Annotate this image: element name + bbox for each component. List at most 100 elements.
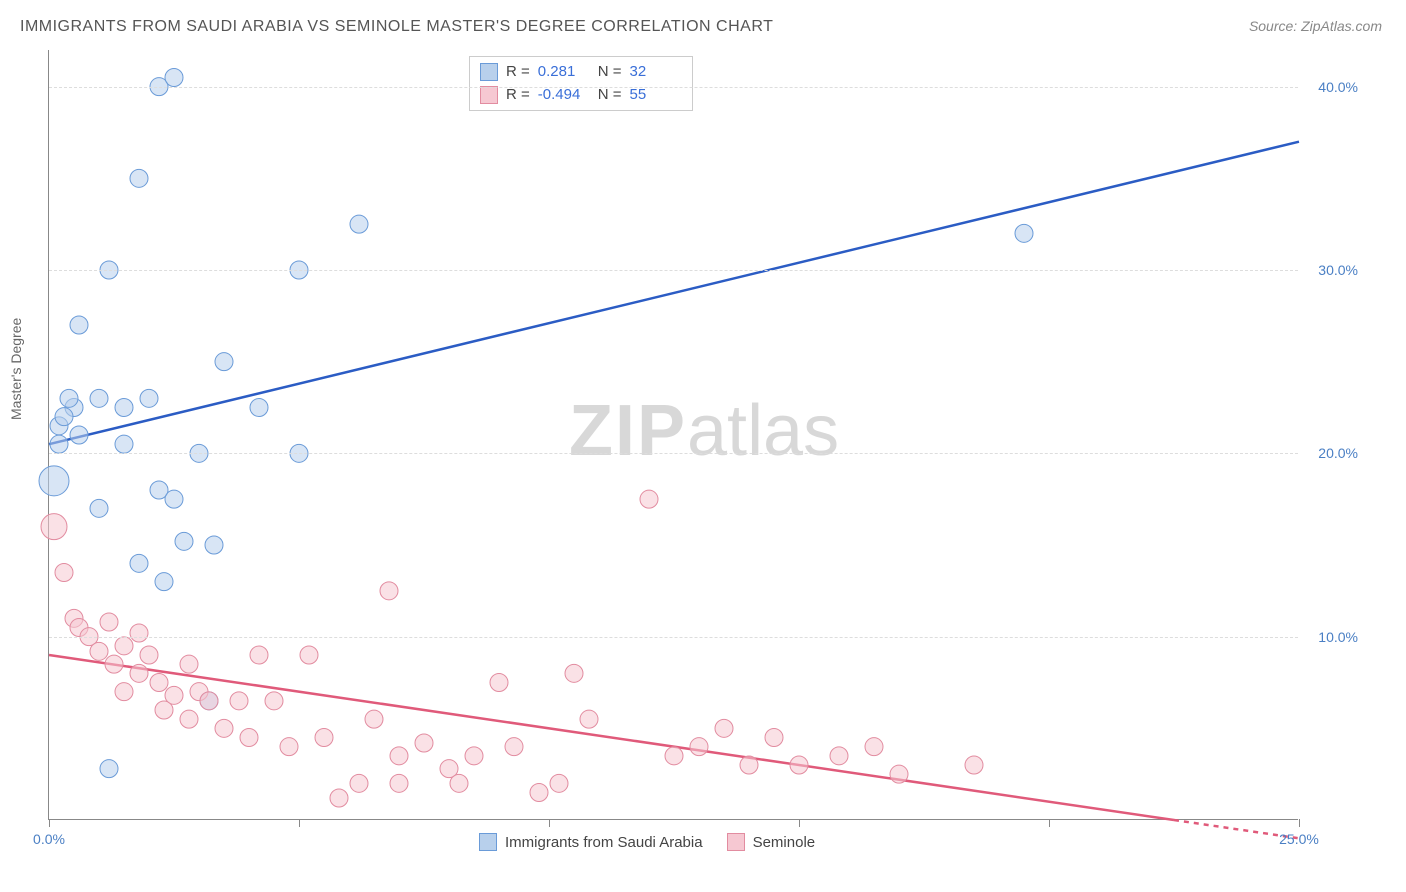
data-point — [180, 655, 198, 673]
stats-row-series-1: R = 0.281 N = 32 — [480, 61, 682, 84]
data-point — [130, 664, 148, 682]
swatch-series-1 — [479, 833, 497, 851]
data-point — [90, 642, 108, 660]
data-point — [505, 738, 523, 756]
data-point — [105, 655, 123, 673]
y-tick-label: 30.0% — [1318, 262, 1358, 278]
x-tick-label: 25.0% — [1279, 831, 1319, 847]
y-tick-label: 40.0% — [1318, 79, 1358, 95]
data-point — [350, 774, 368, 792]
data-point — [180, 710, 198, 728]
bottom-legend: Immigrants from Saudi Arabia Seminole — [479, 833, 815, 851]
data-point — [315, 729, 333, 747]
gridline — [49, 270, 1298, 271]
y-axis-label: Master's Degree — [8, 318, 24, 420]
legend-label: Seminole — [753, 834, 816, 851]
gridline — [49, 453, 1298, 454]
data-point — [115, 637, 133, 655]
data-point — [240, 729, 258, 747]
data-point — [130, 624, 148, 642]
data-point — [565, 664, 583, 682]
r-value: 0.281 — [538, 61, 590, 84]
data-point — [90, 499, 108, 517]
gridline — [49, 87, 1298, 88]
trend-line — [49, 655, 1174, 820]
data-point — [365, 710, 383, 728]
data-point — [300, 646, 318, 664]
data-point — [140, 389, 158, 407]
trend-line — [49, 142, 1299, 445]
data-point — [350, 215, 368, 233]
data-point — [865, 738, 883, 756]
swatch-series-2 — [480, 86, 498, 104]
swatch-series-1 — [480, 63, 498, 81]
data-point — [70, 316, 88, 334]
data-point — [330, 789, 348, 807]
stats-legend-box: R = 0.281 N = 32 R = -0.494 N = 55 — [469, 56, 693, 111]
data-point — [390, 747, 408, 765]
data-point — [690, 738, 708, 756]
data-point — [965, 756, 983, 774]
chart-title: IMMIGRANTS FROM SAUDI ARABIA VS SEMINOLE… — [20, 18, 773, 36]
data-point — [450, 774, 468, 792]
x-tick-label: 0.0% — [33, 831, 65, 847]
data-point — [140, 646, 158, 664]
data-point — [380, 582, 398, 600]
x-tick — [1299, 819, 1300, 827]
data-point — [130, 554, 148, 572]
data-point — [115, 399, 133, 417]
data-point — [640, 490, 658, 508]
n-label: N = — [598, 61, 622, 84]
data-point — [39, 466, 69, 496]
data-point — [165, 69, 183, 87]
data-point — [790, 756, 808, 774]
data-point — [41, 514, 67, 540]
data-point — [100, 760, 118, 778]
gridline — [49, 637, 1298, 638]
data-point — [130, 169, 148, 187]
y-tick-label: 10.0% — [1318, 629, 1358, 645]
data-point — [100, 613, 118, 631]
data-point — [155, 573, 173, 591]
chart-svg — [49, 50, 1298, 819]
data-point — [205, 536, 223, 554]
data-point — [215, 353, 233, 371]
data-point — [550, 774, 568, 792]
data-point — [250, 399, 268, 417]
data-point — [215, 719, 233, 737]
data-point — [265, 692, 283, 710]
y-tick-label: 20.0% — [1318, 445, 1358, 461]
data-point — [150, 674, 168, 692]
data-point — [830, 747, 848, 765]
x-tick — [799, 819, 800, 827]
data-point — [1015, 224, 1033, 242]
swatch-series-2 — [727, 833, 745, 851]
x-tick — [549, 819, 550, 827]
legend-item-series-2: Seminole — [727, 833, 816, 851]
r-label: R = — [506, 61, 530, 84]
data-point — [200, 692, 218, 710]
data-point — [765, 729, 783, 747]
data-point — [415, 734, 433, 752]
data-point — [580, 710, 598, 728]
x-tick — [1049, 819, 1050, 827]
source-attribution: Source: ZipAtlas.com — [1249, 18, 1382, 34]
data-point — [115, 683, 133, 701]
data-point — [165, 490, 183, 508]
data-point — [280, 738, 298, 756]
data-point — [530, 784, 548, 802]
data-point — [890, 765, 908, 783]
data-point — [90, 389, 108, 407]
data-point — [55, 408, 73, 426]
data-point — [60, 389, 78, 407]
data-point — [55, 564, 73, 582]
data-point — [250, 646, 268, 664]
data-point — [175, 532, 193, 550]
legend-item-series-1: Immigrants from Saudi Arabia — [479, 833, 703, 851]
data-point — [230, 692, 248, 710]
data-point — [740, 756, 758, 774]
x-tick — [299, 819, 300, 827]
data-point — [165, 686, 183, 704]
data-point — [70, 426, 88, 444]
data-point — [50, 435, 68, 453]
